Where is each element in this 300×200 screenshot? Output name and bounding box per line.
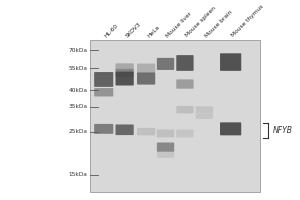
- FancyBboxPatch shape: [137, 73, 155, 85]
- Text: Mouse liver: Mouse liver: [166, 11, 193, 38]
- FancyBboxPatch shape: [176, 55, 194, 71]
- Text: SKOV3: SKOV3: [124, 21, 142, 38]
- Text: 25kDa: 25kDa: [68, 129, 87, 134]
- FancyBboxPatch shape: [220, 122, 241, 135]
- FancyBboxPatch shape: [116, 63, 134, 72]
- FancyBboxPatch shape: [90, 40, 260, 192]
- FancyBboxPatch shape: [137, 128, 155, 135]
- FancyBboxPatch shape: [157, 151, 174, 158]
- FancyBboxPatch shape: [94, 72, 113, 87]
- FancyBboxPatch shape: [220, 53, 241, 71]
- FancyBboxPatch shape: [176, 129, 194, 137]
- FancyBboxPatch shape: [157, 129, 174, 137]
- FancyBboxPatch shape: [196, 106, 213, 113]
- Text: HL-60: HL-60: [104, 23, 119, 38]
- Text: NFYB: NFYB: [272, 126, 292, 135]
- FancyBboxPatch shape: [176, 79, 194, 89]
- Text: Mouse brain: Mouse brain: [204, 9, 233, 38]
- FancyBboxPatch shape: [94, 88, 113, 96]
- FancyBboxPatch shape: [116, 69, 134, 77]
- FancyBboxPatch shape: [116, 72, 134, 85]
- FancyBboxPatch shape: [157, 142, 174, 152]
- Text: Mouse spleen: Mouse spleen: [185, 6, 218, 38]
- FancyBboxPatch shape: [157, 58, 174, 70]
- Text: 15kDa: 15kDa: [68, 172, 87, 177]
- Text: 35kDa: 35kDa: [68, 104, 87, 109]
- Text: 40kDa: 40kDa: [68, 88, 87, 93]
- FancyBboxPatch shape: [94, 124, 113, 134]
- Text: Mouse thymus: Mouse thymus: [231, 4, 265, 38]
- FancyBboxPatch shape: [137, 64, 155, 73]
- FancyBboxPatch shape: [176, 106, 194, 113]
- Text: HeLa: HeLa: [146, 24, 160, 38]
- FancyBboxPatch shape: [116, 124, 134, 135]
- Text: 55kDa: 55kDa: [68, 66, 87, 71]
- Text: 70kDa: 70kDa: [68, 48, 87, 53]
- FancyBboxPatch shape: [196, 113, 213, 119]
